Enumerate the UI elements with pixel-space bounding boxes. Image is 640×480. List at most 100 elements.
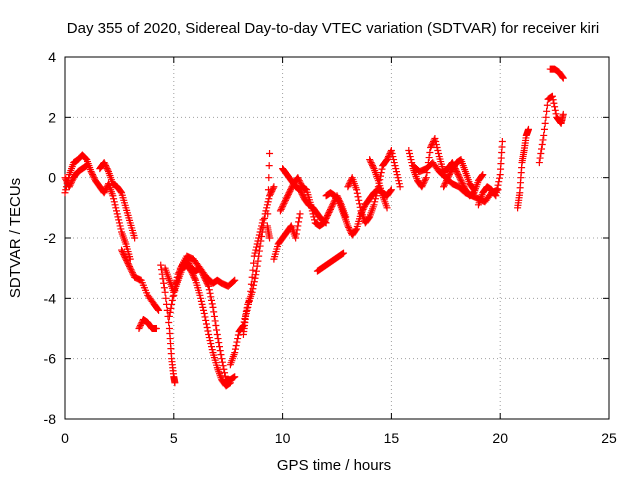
data-point — [114, 213, 122, 221]
data-point — [535, 159, 543, 167]
data-point — [421, 175, 429, 183]
data-point — [196, 264, 204, 272]
data-point — [83, 162, 91, 170]
data-point — [426, 149, 434, 157]
y-tick-label: 2 — [48, 109, 56, 125]
data-point — [128, 267, 136, 275]
y-tick-labels: -8 -6 -4 -2 0 2 4 — [44, 49, 57, 427]
data-point — [265, 195, 273, 203]
data-point — [122, 255, 130, 263]
data-point — [61, 174, 69, 182]
x-tick-label: 5 — [170, 430, 178, 446]
data-point — [197, 297, 205, 305]
data-point — [297, 187, 305, 195]
data-point — [123, 258, 131, 266]
data-point — [370, 201, 378, 209]
data-point — [120, 251, 128, 259]
data-point — [299, 192, 307, 200]
data-point — [365, 214, 373, 222]
data-point — [242, 312, 250, 320]
data-point — [444, 174, 452, 182]
data-point — [455, 172, 463, 180]
data-point — [189, 270, 197, 278]
data-point — [234, 335, 242, 343]
data-point — [441, 180, 449, 188]
data-point — [396, 183, 404, 191]
x-tick-label: 0 — [61, 430, 69, 446]
data-point — [204, 281, 212, 289]
data-point — [295, 177, 303, 185]
data-point — [458, 180, 466, 188]
data-point — [276, 207, 284, 215]
data-point — [283, 193, 291, 201]
data-point — [231, 373, 239, 381]
data-point — [440, 183, 448, 191]
data-point — [200, 273, 208, 281]
data-point — [205, 282, 213, 290]
data-point — [443, 175, 451, 183]
data-point — [282, 195, 290, 203]
data-point — [104, 166, 112, 174]
data-point — [294, 174, 302, 182]
data-point — [326, 205, 334, 213]
data-point — [255, 247, 263, 255]
data-point — [442, 178, 450, 186]
data-point — [296, 178, 304, 186]
data-point — [297, 189, 305, 197]
data-point — [539, 136, 547, 144]
data-point — [542, 113, 550, 121]
data-point — [366, 157, 374, 165]
data-series-track-25 — [535, 92, 567, 167]
data-point — [536, 154, 544, 162]
data-point — [280, 199, 288, 207]
data-point — [216, 347, 224, 355]
data-point — [422, 174, 430, 182]
data-point — [285, 189, 293, 197]
data-point — [433, 144, 441, 151]
data-point — [109, 192, 117, 200]
tick-marks — [64, 56, 610, 420]
data-point — [89, 171, 97, 179]
data-point — [160, 279, 168, 287]
data-point — [324, 211, 332, 219]
data-point — [208, 300, 216, 308]
data-point — [345, 181, 353, 189]
data-point — [212, 321, 220, 329]
data-point — [550, 99, 558, 107]
data-point — [135, 325, 143, 332]
data-point — [549, 96, 557, 104]
data-point — [431, 134, 439, 142]
data-point — [162, 294, 170, 302]
data-point — [447, 168, 455, 176]
data-point — [242, 309, 250, 317]
data-point — [187, 267, 195, 275]
y-axis-label: SDTVAR / TECUs — [7, 178, 24, 298]
data-point — [152, 325, 160, 332]
data-point — [61, 189, 69, 197]
data-point — [100, 159, 108, 167]
data-point — [406, 150, 414, 158]
data-point — [345, 225, 353, 233]
data-point — [366, 156, 374, 164]
y-tick-label: -4 — [44, 290, 57, 306]
data-series-track-15 — [279, 165, 330, 227]
data-point — [250, 259, 258, 267]
data-point — [101, 160, 109, 168]
data-point — [87, 168, 95, 176]
data-point — [257, 225, 265, 233]
data-point — [356, 203, 364, 211]
data-series-track-16 — [313, 249, 348, 275]
data-point — [198, 300, 206, 308]
data-point — [278, 204, 286, 212]
data-point — [213, 331, 221, 339]
data-point — [390, 156, 398, 164]
data-point — [264, 210, 272, 218]
data-point — [353, 186, 361, 194]
data-point — [154, 305, 162, 313]
data-point — [427, 144, 435, 151]
data-point — [254, 237, 262, 245]
data-point — [540, 125, 548, 133]
data-point — [258, 219, 266, 227]
data-point — [200, 272, 208, 280]
data-point — [157, 261, 165, 269]
